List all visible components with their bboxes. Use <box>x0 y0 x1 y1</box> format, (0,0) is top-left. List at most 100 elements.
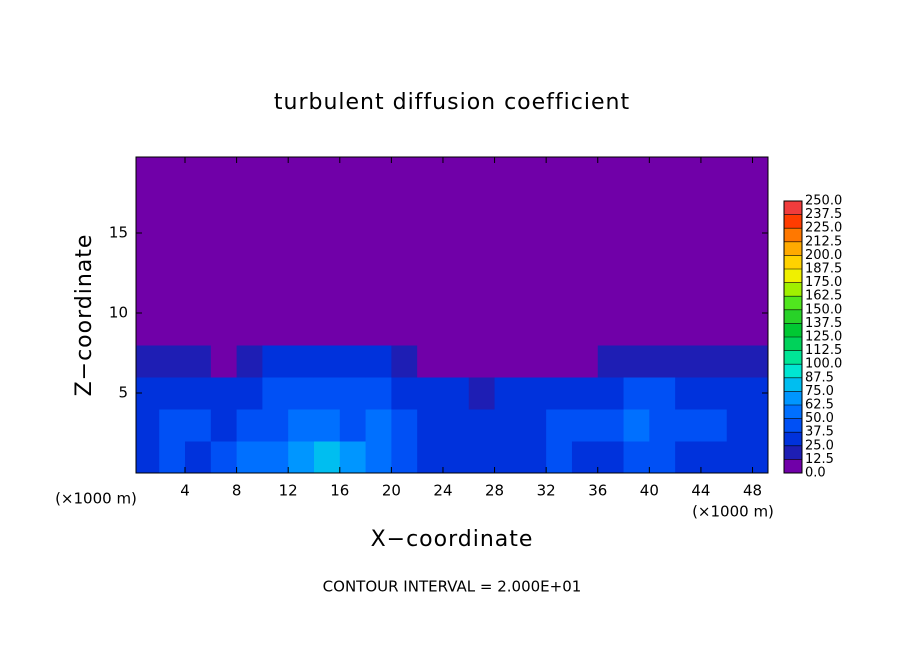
heat-cell <box>210 281 238 314</box>
colorbar-swatch <box>784 255 802 269</box>
heat-cell <box>752 377 769 410</box>
heat-cell <box>442 249 470 282</box>
heat-cell <box>623 217 650 250</box>
heat-cell <box>417 217 444 250</box>
colorbar-label: 137.5 <box>805 316 842 331</box>
heat-cell <box>262 217 289 250</box>
heat-cell <box>649 441 676 474</box>
colorbar-swatch <box>784 228 802 242</box>
heat-cell <box>726 345 754 378</box>
heat-cell <box>339 185 367 218</box>
heat-cell <box>236 377 263 410</box>
heat-cell <box>752 281 769 314</box>
heat-cell <box>468 409 496 442</box>
heat-cell <box>136 249 160 282</box>
heat-cell <box>210 441 238 474</box>
heat-cell <box>468 157 496 186</box>
heat-cell <box>649 345 676 378</box>
heat-cell <box>185 377 212 410</box>
x-tick-label: 24 <box>433 482 452 500</box>
heat-cell <box>313 409 341 442</box>
colorbar-label: 0.0 <box>805 466 826 481</box>
heat-cell <box>675 249 702 282</box>
heat-cell <box>339 217 367 250</box>
heat-cell <box>752 249 769 282</box>
colorbar-swatch <box>784 459 802 473</box>
colorbar-swatch <box>784 391 802 405</box>
heat-cell <box>288 185 315 218</box>
heat-cell <box>417 313 444 346</box>
heat-cell <box>442 345 470 378</box>
heat-cell <box>726 377 754 410</box>
heat-cell <box>494 217 521 250</box>
heat-cell <box>185 157 212 186</box>
heat-cell <box>210 345 238 378</box>
heat-cell <box>391 249 418 282</box>
heat-cell <box>649 249 676 282</box>
heat-cell <box>726 281 754 314</box>
x-tick-label: 16 <box>330 482 349 500</box>
heat-cell <box>649 281 676 314</box>
heat-cell <box>494 409 521 442</box>
heat-cell <box>339 281 367 314</box>
colorbar-swatch <box>784 350 802 365</box>
heat-cell <box>288 281 315 314</box>
colorbar-swatch <box>784 432 802 446</box>
heat-cell <box>546 313 573 346</box>
y-unit: (×1000 m) <box>55 490 137 508</box>
heat-cell <box>210 313 238 346</box>
heat-cell <box>546 249 573 282</box>
heat-cell <box>752 441 769 474</box>
colorbar-label: 12.5 <box>805 452 834 467</box>
colorbar-swatch <box>784 323 802 337</box>
heat-cell <box>442 409 470 442</box>
heat-cell <box>442 217 470 250</box>
heat-cell <box>210 185 238 218</box>
heat-cell <box>136 313 160 346</box>
contour-note: CONTOUR INTERVAL = 2.000E+01 <box>323 578 582 596</box>
heat-cell <box>597 313 625 346</box>
heat-cell <box>494 281 521 314</box>
heat-cell <box>417 409 444 442</box>
heat-cell <box>288 249 315 282</box>
colorbar-label: 75.0 <box>805 384 834 399</box>
heat-cell <box>520 249 547 282</box>
x-tick-label: 4 <box>180 482 190 500</box>
heat-cell <box>623 345 650 378</box>
heat-cell <box>675 345 702 378</box>
heat-cell <box>623 185 650 218</box>
heat-cell <box>700 345 728 378</box>
colorbar-swatch <box>784 418 802 433</box>
heat-cell <box>520 345 547 378</box>
heat-cell <box>365 313 392 346</box>
x-tick-label: 8 <box>232 482 242 500</box>
heat-cell <box>159 409 186 442</box>
heat-cell <box>236 345 263 378</box>
heat-cell <box>442 313 470 346</box>
colorbar-swatch <box>784 214 802 229</box>
heat-cell <box>546 185 573 218</box>
heat-cell <box>288 217 315 250</box>
heat-cell <box>520 313 547 346</box>
x-tick-label: 12 <box>279 482 298 500</box>
heat-cell <box>210 377 238 410</box>
colorbar-swatch <box>784 201 802 215</box>
heat-cell <box>339 377 367 410</box>
heat-cell <box>262 281 289 314</box>
heat-cell <box>313 441 341 474</box>
heat-cell <box>313 185 341 218</box>
colorbar-label: 50.0 <box>805 411 834 426</box>
heat-cell <box>262 313 289 346</box>
heat-cell <box>391 409 418 442</box>
colorbar-label: 125.0 <box>805 330 842 345</box>
colorbar-label: 87.5 <box>805 370 834 385</box>
heat-cell <box>546 157 573 186</box>
heat-cell <box>136 377 160 410</box>
heat-cell <box>649 409 676 442</box>
heat-cell <box>726 441 754 474</box>
heat-cell <box>726 185 754 218</box>
heat-cell <box>365 377 392 410</box>
heat-cell <box>262 185 289 218</box>
colorbar-label: 37.5 <box>805 425 834 440</box>
heat-cell <box>623 441 650 474</box>
